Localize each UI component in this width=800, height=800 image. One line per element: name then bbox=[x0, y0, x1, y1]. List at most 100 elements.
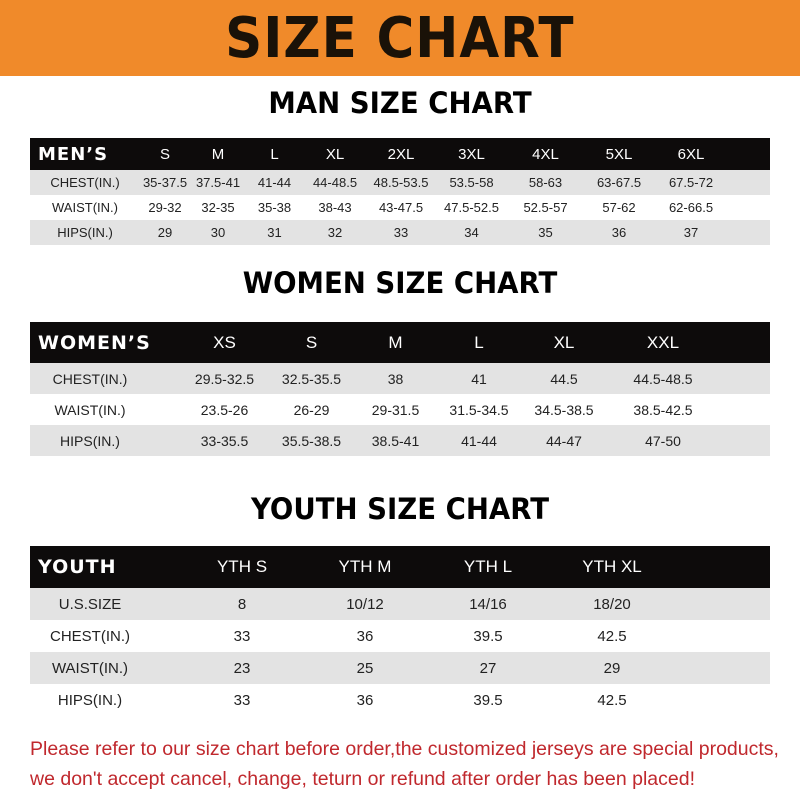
men-section-title: MAN SIZE CHART bbox=[268, 86, 532, 120]
table-cell: 32 bbox=[327, 225, 343, 240]
table-cell: 18/20 bbox=[593, 595, 631, 613]
size-column-header: S bbox=[305, 332, 318, 352]
table-row: WAIST(IN.) 23 25 27 29 bbox=[30, 652, 770, 684]
table-row: HIPS(IN.) 33 36 39.5 42.5 bbox=[30, 684, 770, 716]
table-cell: 31 bbox=[267, 225, 282, 240]
size-column-header: S bbox=[159, 145, 170, 163]
table-cell: 32-35 bbox=[201, 200, 235, 215]
table-cell: 62-66.5 bbox=[668, 200, 714, 215]
table-cell: 47.5-52.5 bbox=[444, 200, 499, 215]
size-column-header: YTH M bbox=[338, 557, 392, 576]
table-cell: 23 bbox=[233, 659, 251, 677]
table-header-label: WOMEN’S bbox=[38, 331, 151, 354]
size-column-header: XXL bbox=[646, 332, 680, 352]
table-cell: 38-43 bbox=[318, 200, 352, 215]
table-cell: 34.5-38.5 bbox=[534, 401, 594, 418]
size-column-header: 5XL bbox=[605, 145, 633, 163]
table-cell: 38.5-42.5 bbox=[633, 401, 693, 418]
table-cell: 41 bbox=[471, 370, 487, 387]
table-cell: 58-63 bbox=[528, 175, 563, 190]
men-size-table: MEN’S S M L XL 2XL 3XL 4XL 5XL 6XL CHEST(IN.) 35-37… bbox=[30, 138, 770, 245]
table-cell: 29.5-32.5 bbox=[194, 370, 255, 387]
table-row: CHEST(IN.) 33 36 39.5 42.5 bbox=[30, 620, 770, 652]
table-cell: 38 bbox=[387, 370, 404, 387]
row-label: CHEST(IN.) bbox=[50, 175, 120, 190]
size-column-header: YTH S bbox=[216, 557, 268, 576]
table-row: HIPS(IN.) 33-35.5 35.5-38.5 38.5-41 41-44 44-… bbox=[30, 425, 770, 456]
table-cell: 31.5-34.5 bbox=[449, 401, 509, 418]
table-header-row: MEN’S S M L XL 2XL 3XL 4XL 5XL 6XL bbox=[30, 138, 770, 170]
table-row: HIPS(IN.) 29 30 31 32 33 34 35 36 37 bbox=[30, 220, 770, 245]
table-cell: 33-35.5 bbox=[200, 432, 249, 449]
row-label: U.S.SIZE bbox=[58, 595, 122, 613]
row-label: HIPS(IN.) bbox=[60, 432, 120, 449]
table-cell: 8 bbox=[237, 595, 247, 613]
size-column-header: M bbox=[388, 332, 403, 352]
title-banner: SIZE CHART bbox=[0, 0, 800, 76]
table-cell: 33 bbox=[233, 627, 251, 645]
table-cell: 33 bbox=[233, 691, 251, 709]
table-cell: 29-31.5 bbox=[371, 401, 420, 418]
size-column-header: XL bbox=[553, 332, 575, 352]
table-cell: 35.5-38.5 bbox=[281, 432, 342, 449]
women-size-table: WOMEN’S XS S M L XL XXL CHEST(IN.) 29.5-32.5 32.5… bbox=[30, 322, 770, 456]
notice-line-1: Please refer to our size chart before or… bbox=[30, 738, 779, 760]
table-cell: 38.5-41 bbox=[371, 432, 420, 449]
table-cell: 43-47.5 bbox=[378, 200, 424, 215]
table-cell: 34 bbox=[464, 225, 479, 240]
table-cell: 44-48.5 bbox=[312, 175, 358, 190]
notice-line-2: we don't accept cancel, change, teturn o… bbox=[30, 768, 695, 790]
women-section-title: WOMEN SIZE CHART bbox=[242, 266, 558, 300]
table-cell: 35-37.5 bbox=[142, 175, 188, 190]
table-cell: 44.5 bbox=[550, 370, 578, 387]
table-cell: 29 bbox=[603, 659, 621, 677]
table-cell: 42.5 bbox=[597, 627, 627, 645]
table-row: WAIST(IN.) 29-32 32-35 35-38 38-43 43-47.5 47.… bbox=[30, 195, 770, 220]
table-cell: 36 bbox=[611, 225, 627, 240]
table-row: CHEST(IN.) 35-37.5 37.5-41 41-44 44-48.5 48.5… bbox=[30, 170, 770, 195]
table-cell: 52.5-57 bbox=[523, 200, 568, 215]
youth-size-table: YOUTH YTH S YTH M YTH L YTH XL U.S.SIZE 8 10/12… bbox=[30, 546, 770, 716]
size-column-header: YTH L bbox=[463, 557, 513, 576]
table-cell: 23.5-26 bbox=[200, 401, 249, 418]
table-cell: 48.5-53.5 bbox=[373, 175, 429, 190]
size-column-header: 2XL bbox=[387, 145, 415, 163]
table-cell: 30 bbox=[210, 225, 226, 240]
table-cell: 67.5-72 bbox=[668, 175, 714, 190]
table-row: U.S.SIZE 8 10/12 14/16 18/20 bbox=[30, 588, 770, 620]
table-header-label: MEN’S bbox=[38, 143, 109, 165]
table-cell: 35-38 bbox=[257, 200, 292, 215]
table-row: CHEST(IN.) 29.5-32.5 32.5-35.5 38 41 44.5 44.5… bbox=[30, 363, 770, 394]
table-cell: 26-29 bbox=[293, 401, 330, 418]
table-cell: 25 bbox=[356, 659, 374, 677]
table-cell: 36 bbox=[356, 691, 374, 709]
table-cell: 41-44 bbox=[257, 175, 292, 190]
table-cell: 47-50 bbox=[645, 432, 681, 449]
table-cell: 53.5-58 bbox=[449, 175, 494, 190]
table-cell: 41-44 bbox=[461, 432, 497, 449]
table-header-row: WOMEN’S XS S M L XL XXL bbox=[30, 322, 770, 363]
table-cell: 35 bbox=[538, 225, 553, 240]
size-column-header: 6XL bbox=[677, 145, 705, 163]
table-cell: 10/12 bbox=[346, 595, 384, 613]
size-column-header: 3XL bbox=[458, 145, 485, 163]
table-cell: 63-67.5 bbox=[596, 175, 642, 190]
row-label: CHEST(IN.) bbox=[52, 370, 128, 387]
row-label: HIPS(IN.) bbox=[57, 225, 113, 240]
table-cell: 33 bbox=[393, 225, 409, 240]
table-cell: 37 bbox=[683, 225, 699, 240]
page-title: SIZE CHART bbox=[225, 5, 575, 71]
table-cell: 27 bbox=[479, 659, 497, 677]
table-cell: 37.5-41 bbox=[195, 175, 241, 190]
size-column-header: XL bbox=[325, 145, 345, 163]
table-cell: 42.5 bbox=[597, 691, 627, 709]
size-column-header: YTH XL bbox=[582, 557, 642, 576]
row-label: WAIST(IN.) bbox=[51, 659, 129, 677]
size-column-header: 4XL bbox=[532, 145, 559, 163]
table-cell: 39.5 bbox=[473, 627, 503, 645]
row-label: HIPS(IN.) bbox=[57, 691, 123, 709]
youth-section-title: YOUTH SIZE CHART bbox=[250, 492, 550, 526]
table-cell: 29 bbox=[157, 225, 173, 240]
table-cell: 44.5-48.5 bbox=[633, 370, 693, 387]
size-column-header: L bbox=[474, 332, 484, 352]
